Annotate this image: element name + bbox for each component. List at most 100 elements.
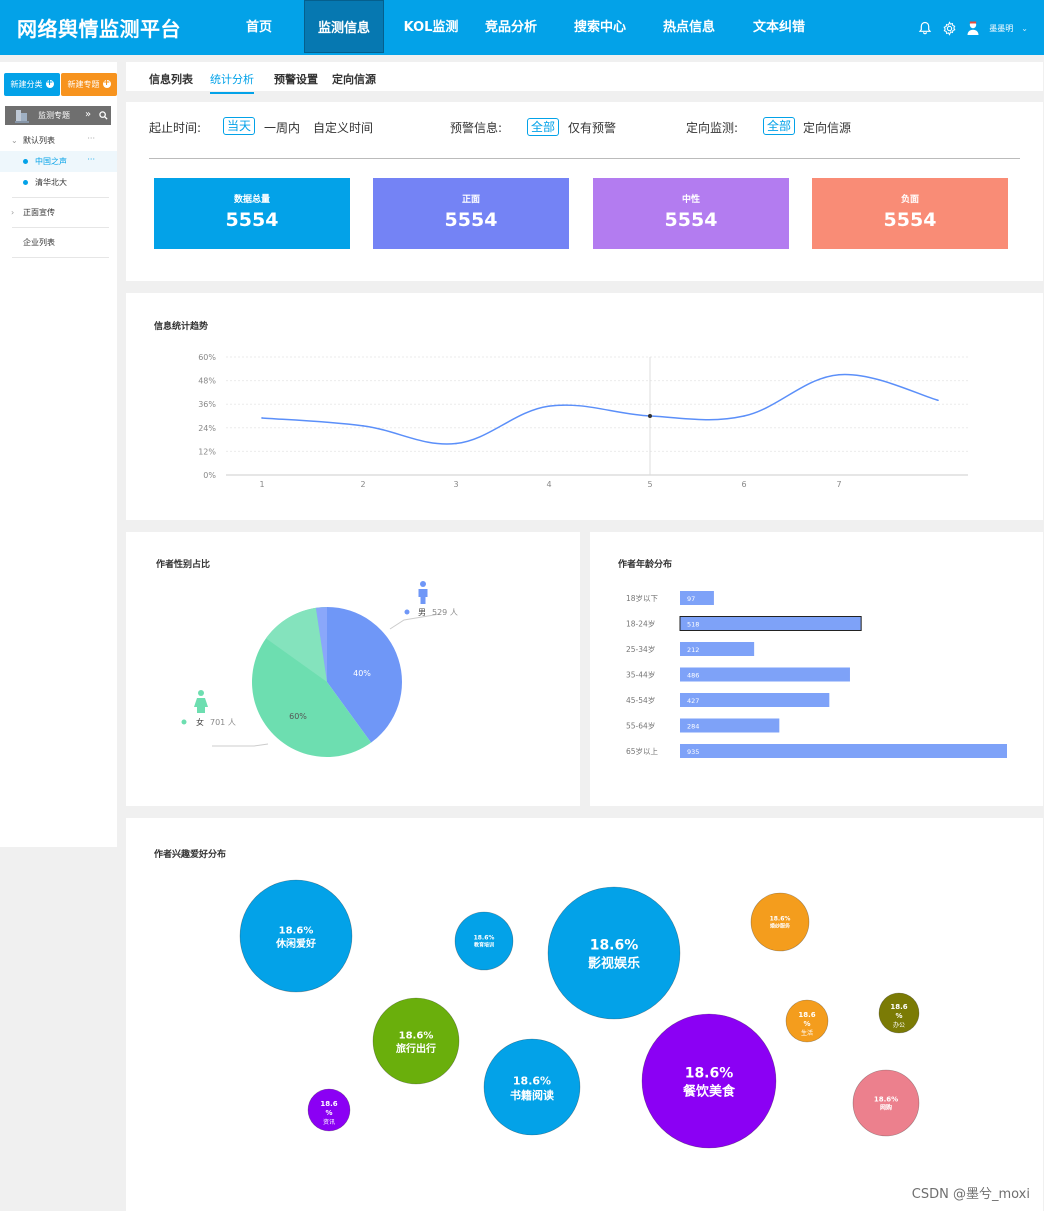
interest-bubble[interactable]: 18.6%生活 <box>785 999 829 1043</box>
interest-bubble[interactable]: 18.6%教育培训 <box>454 911 514 971</box>
bubble-circle <box>785 999 829 1043</box>
time-option-week[interactable]: 一周内 <box>264 121 301 135</box>
directed-label: 定向监测: <box>686 121 739 135</box>
double-chevron-icon[interactable]: » <box>85 109 92 120</box>
trend-point <box>362 425 364 427</box>
interest-bubble[interactable]: 18.6%资讯 <box>307 1088 351 1132</box>
interest-bubble[interactable]: 18.6%办公 <box>878 992 920 1034</box>
bubble-label: 书籍阅读 <box>510 1088 554 1102</box>
nav-hot[interactable]: 热点信息 <box>662 20 715 35</box>
age-category-label: 35-44岁 <box>626 670 655 680</box>
bubble-label: 餐饮美食 <box>682 1083 736 1099</box>
username[interactable]: 墨墨明 <box>989 23 1014 33</box>
age-title: 作者年龄分布 <box>618 560 673 570</box>
bubble-percent-sign: % <box>895 1012 902 1020</box>
trend-line <box>261 373 939 445</box>
age-bar <box>680 718 780 733</box>
gender-panel: 作者性别占比 40% 60% 男 529 人女 701 人 <box>126 532 580 806</box>
age-category-label: 55-64岁 <box>626 721 655 731</box>
legend-male-count: 529 人 <box>432 608 458 617</box>
alert-label: 预警信息: <box>450 121 503 135</box>
search-icon[interactable] <box>99 111 108 120</box>
x-tick-label: 4 <box>546 480 551 489</box>
bubble-circle <box>372 997 460 1085</box>
tree-item-2[interactable]: 清华北大 <box>0 172 117 193</box>
time-option-today[interactable]: 当天 <box>223 117 256 135</box>
alert-option-only[interactable]: 仅有预警 <box>568 121 617 135</box>
plus-icon <box>45 73 54 93</box>
nav-correction[interactable]: 文本纠错 <box>752 20 805 35</box>
bubble-percent: 18.6 <box>798 1011 815 1019</box>
bell-icon[interactable] <box>917 20 933 36</box>
nav-monitor[interactable]: 监测信息 <box>304 0 384 53</box>
tab-alert-settings[interactable]: 预警设置 <box>274 73 318 86</box>
bubble-circle <box>307 1088 351 1132</box>
interest-bubble[interactable]: 18.6%婚纱服务 <box>750 892 810 952</box>
age-bar-value: 486 <box>687 672 699 680</box>
tree-positive[interactable]: › 正面宣传 <box>0 202 117 223</box>
new-topic-button[interactable]: 新建专题 <box>61 73 117 96</box>
watermark: CSDN @墨兮_moxi <box>911 1187 1030 1202</box>
chevron-down-icon[interactable]: ⌄ <box>1021 23 1028 33</box>
interest-bubble[interactable]: 18.6%餐饮美食 <box>641 1013 777 1149</box>
stat-card-negative[interactable]: 负面 5554 <box>812 178 1008 249</box>
tab-info-list[interactable]: 信息列表 <box>149 73 193 86</box>
stat-card-total[interactable]: 数据总量 5554 <box>154 178 350 249</box>
leader-line-male <box>389 613 441 630</box>
age-category-label: 65岁以上 <box>626 746 659 756</box>
tree-company[interactable]: 企业列表 <box>23 238 55 247</box>
filter-panel: 起止时间: 当天 一周内 自定义时间 预警信息: 全部 仅有预警 定向监测: 全… <box>126 102 1043 281</box>
x-tick-label: 6 <box>741 480 746 489</box>
stat-card-neutral[interactable]: 中性 5554 <box>593 178 789 249</box>
interest-bubble[interactable]: 18.6%影视娱乐 <box>547 886 681 1020</box>
trend-point <box>838 373 840 376</box>
age-bar <box>680 642 755 656</box>
chevron-down-icon: ⌄ <box>11 136 18 145</box>
nav-search[interactable]: 搜索中心 <box>573 20 626 35</box>
time-option-custom[interactable]: 自定义时间 <box>313 121 374 135</box>
x-tick-label: 1 <box>259 480 264 489</box>
bubble-percent: 18.6% <box>770 916 791 923</box>
x-tick-label: 7 <box>836 480 841 489</box>
male-icon <box>418 581 428 604</box>
gear-icon[interactable] <box>941 20 957 36</box>
age-category-label: 18-24岁 <box>626 619 655 629</box>
directed-option-source[interactable]: 定向信源 <box>803 121 852 135</box>
tree-default-list[interactable]: ⌄ 默认列表 ··· <box>0 130 117 151</box>
avatar[interactable] <box>965 20 981 36</box>
tab-statistics[interactable]: 统计分析 <box>210 73 254 94</box>
trend-point <box>548 405 550 407</box>
y-tick-label: 60% <box>198 353 216 362</box>
y-tick-label: 12% <box>198 447 216 456</box>
x-tick-label: 3 <box>453 480 458 489</box>
age-bar <box>680 591 714 605</box>
age-bar-value: 97 <box>687 595 695 603</box>
nav-competitor[interactable]: 竞品分析 <box>484 20 537 35</box>
x-tick-label: 5 <box>647 480 652 489</box>
stat-card-positive[interactable]: 正面 5554 <box>373 178 569 249</box>
bubble-percent: 18.6% <box>685 1066 734 1082</box>
interest-bubble[interactable]: 18.6%休闲爱好 <box>239 879 353 993</box>
bubble-percent: 18.6% <box>279 926 314 937</box>
interest-bubble[interactable]: 18.6%书籍阅读 <box>483 1038 581 1136</box>
nav-home[interactable]: 首页 <box>245 20 272 35</box>
tab-directed-source[interactable]: 定向信源 <box>332 73 376 86</box>
bubble-circle <box>547 886 681 1020</box>
directed-option-all[interactable]: 全部 <box>763 117 796 135</box>
new-category-button[interactable]: 新建分类 <box>4 73 60 96</box>
more-icon[interactable]: ··· <box>87 134 95 143</box>
bubble-circle <box>878 992 920 1034</box>
y-tick-label: 24% <box>198 424 216 433</box>
age-bar-value: 212 <box>687 646 699 654</box>
nav-kol[interactable]: KOL监测 <box>403 20 459 35</box>
legend-dot-male <box>404 609 410 615</box>
bubble-circle <box>750 892 810 952</box>
interest-bubble[interactable]: 18.6%旅行出行 <box>372 997 460 1085</box>
alert-option-all[interactable]: 全部 <box>527 118 560 136</box>
bubble-circle <box>454 911 514 971</box>
age-category-label: 25-34岁 <box>626 644 655 654</box>
more-icon[interactable]: ··· <box>87 155 95 164</box>
tree-item-1[interactable]: 中国之声 ··· <box>0 151 117 172</box>
interest-bubble[interactable]: 18.6%网购 <box>852 1069 920 1137</box>
